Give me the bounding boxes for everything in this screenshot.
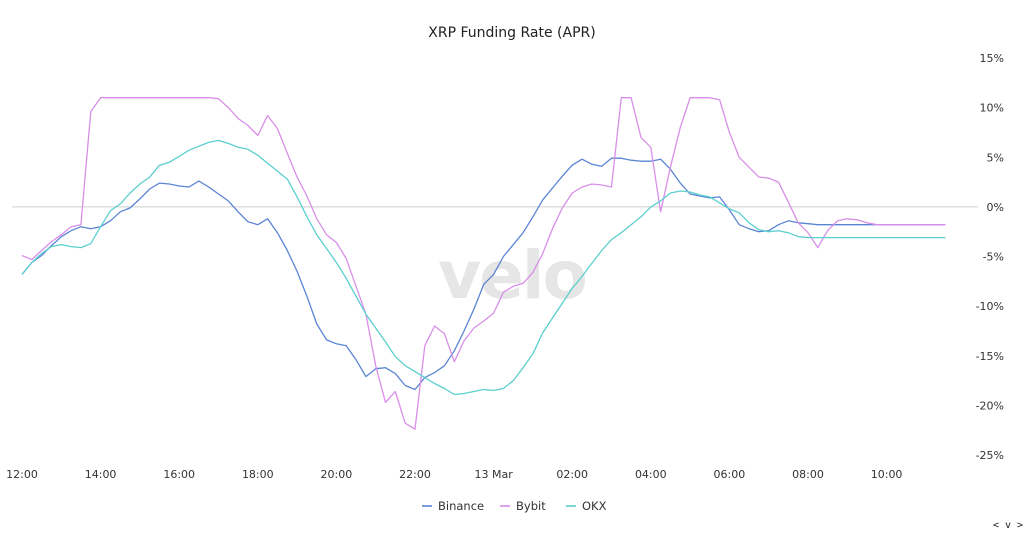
x-tick-label: 13 Mar — [474, 468, 513, 481]
x-tick-label: 20:00 — [321, 468, 353, 481]
x-tick-label: 16:00 — [163, 468, 195, 481]
series-line-okx — [21, 139, 946, 396]
legend-label: Bybit — [516, 499, 546, 513]
legend-item-okx[interactable]: OKX — [566, 499, 607, 513]
legend-label: OKX — [582, 499, 607, 513]
y-tick-label: 15% — [980, 52, 1004, 65]
y-tick-label: -10% — [976, 300, 1004, 313]
x-tick-label: 10:00 — [871, 468, 903, 481]
x-tick-label: 02:00 — [556, 468, 588, 481]
series-line-bybit — [21, 97, 946, 430]
y-tick-label: -5% — [983, 251, 1004, 264]
y-tick-label: 10% — [980, 102, 1004, 115]
x-tick-label: 14:00 — [85, 468, 117, 481]
y-tick-label: -25% — [976, 449, 1004, 462]
y-tick-label: -20% — [976, 399, 1004, 412]
series-lines — [21, 97, 946, 430]
x-tick-label: 12:00 — [6, 468, 38, 481]
legend: Binance Bybit OKX — [422, 499, 607, 513]
x-tick-label: 18:00 — [242, 468, 274, 481]
y-tick-label: 0% — [987, 201, 1004, 214]
chart-title: XRP Funding Rate (APR) — [428, 25, 595, 41]
series-line-binance — [21, 157, 946, 391]
x-tick-label: 04:00 — [635, 468, 667, 481]
legend-item-binance[interactable]: Binance — [422, 499, 484, 513]
navigation-arrows[interactable]: < v > — [993, 520, 1023, 531]
legend-item-bybit[interactable]: Bybit — [500, 499, 546, 513]
y-tick-label: 5% — [987, 151, 1004, 164]
x-tick-label: 06:00 — [714, 468, 746, 481]
x-tick-label: 22:00 — [399, 468, 431, 481]
x-tick-label: 08:00 — [792, 468, 824, 481]
legend-label: Binance — [438, 499, 484, 513]
x-axis: 12:00 14:00 16:00 18:00 20:00 22:00 13 Mar 02:0… — [6, 468, 902, 481]
y-axis: 15% 10% 5% 0% -5% -10% -15% -20% -25% — [976, 52, 1004, 462]
y-tick-label: -15% — [976, 350, 1004, 363]
watermark-logo: velo — [438, 237, 586, 314]
